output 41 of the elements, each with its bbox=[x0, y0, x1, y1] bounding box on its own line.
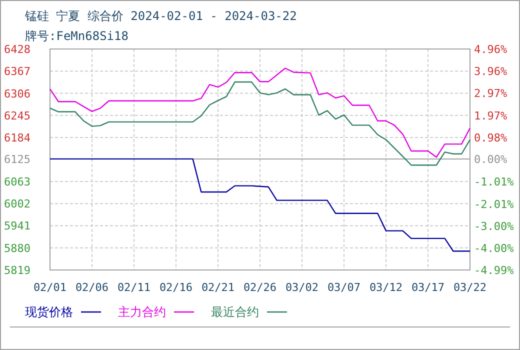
x-tick-label: 02/16 bbox=[159, 281, 193, 294]
y2-tick-label: 2.97% bbox=[474, 87, 508, 100]
line-series bbox=[49, 81, 471, 166]
x-tick-label: 03/07 bbox=[327, 281, 361, 294]
x-tick-label: 03/12 bbox=[369, 281, 403, 294]
y2-tick-label: 0.98% bbox=[474, 131, 508, 144]
y2-tick-label: 1.97% bbox=[474, 109, 508, 122]
y2-tick-label: -4.00% bbox=[474, 242, 514, 256]
x-tick-label: 03/02 bbox=[285, 281, 319, 294]
y2-tick-label: -2.01% bbox=[474, 198, 514, 211]
x-tick-label: 03/22 bbox=[453, 281, 487, 294]
y2-tick-label: -4.99% bbox=[474, 264, 514, 277]
y-tick-label: 6245 bbox=[4, 109, 30, 122]
y-tick-label: 6428 bbox=[4, 43, 30, 56]
y2-tick-label: -1.01% bbox=[474, 176, 514, 189]
y2-tick-label: 4.96% bbox=[474, 43, 508, 56]
x-tick-label: 02/01 bbox=[33, 281, 67, 294]
legend-label: 最近合约 bbox=[211, 305, 259, 319]
legend-label: 现货价格 bbox=[25, 305, 73, 319]
y2-tick-label: 3.96% bbox=[474, 65, 508, 78]
y-tick-label: 6184 bbox=[4, 132, 31, 145]
x-tick-label: 02/06 bbox=[75, 281, 109, 294]
legend-label: 主力合约 bbox=[118, 305, 166, 319]
y2-tick-label: -3.00% bbox=[474, 220, 514, 233]
y-tick-label: 6125 bbox=[4, 152, 30, 166]
y-tick-label: 5819 bbox=[4, 264, 30, 277]
chart-subtitle: 牌号:FeMn68Si18 bbox=[25, 29, 128, 43]
line-series bbox=[49, 68, 471, 158]
x-tick-label: 02/21 bbox=[201, 281, 235, 294]
x-tick-label: 02/11 bbox=[117, 281, 151, 294]
line-series bbox=[49, 158, 471, 252]
y-tick-label: 6367 bbox=[4, 65, 30, 78]
y2-tick-label: 0.00% bbox=[474, 153, 508, 166]
y-tick-label: 6002 bbox=[4, 198, 30, 211]
y-tick-label: 5880 bbox=[4, 242, 30, 255]
x-tick-label: 03/17 bbox=[411, 281, 445, 294]
y-tick-label: 6306 bbox=[4, 87, 30, 100]
chart-title: 锰硅 宁夏 综合价 2024-02-01 - 2024-03-22 bbox=[24, 9, 297, 23]
y-tick-label: 6063 bbox=[4, 175, 30, 188]
y-tick-label: 5941 bbox=[4, 220, 30, 233]
x-tick-label: 02/26 bbox=[243, 281, 277, 294]
